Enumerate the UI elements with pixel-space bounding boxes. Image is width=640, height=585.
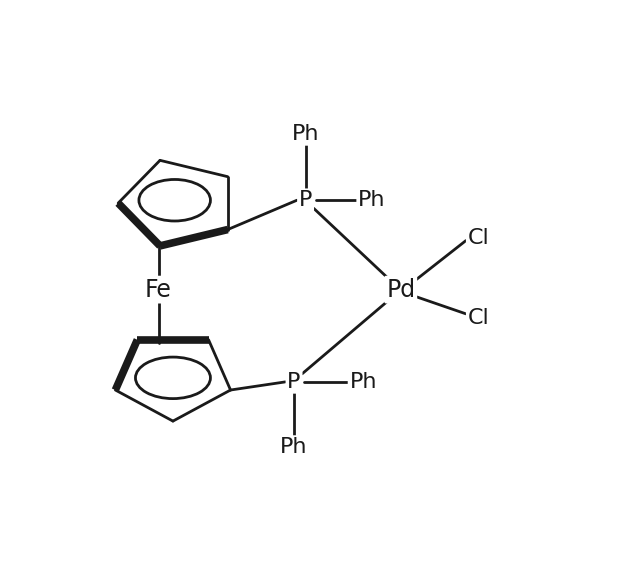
Text: Ph: Ph bbox=[280, 437, 308, 457]
Text: Pd: Pd bbox=[386, 278, 415, 302]
Text: Ph: Ph bbox=[358, 190, 386, 210]
Text: P: P bbox=[299, 190, 312, 210]
Text: P: P bbox=[287, 372, 301, 392]
Text: Cl: Cl bbox=[468, 228, 490, 247]
Text: Cl: Cl bbox=[468, 308, 490, 328]
Text: Ph: Ph bbox=[292, 124, 319, 144]
Text: Ph: Ph bbox=[349, 372, 377, 392]
Text: Fe: Fe bbox=[145, 278, 172, 302]
